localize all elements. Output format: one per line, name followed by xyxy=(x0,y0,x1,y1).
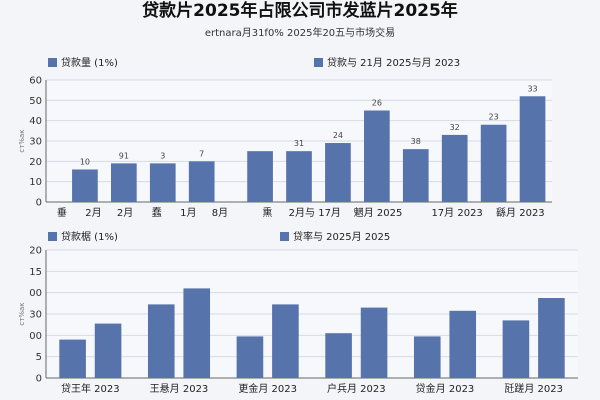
bar xyxy=(538,298,565,378)
legend-swatch xyxy=(280,232,289,241)
legend-swatch xyxy=(48,58,57,67)
x-tick-label: 贷王年 2023 xyxy=(61,382,120,395)
x-tick-label: 2月 xyxy=(117,207,133,219)
x-tick-label: 2月 xyxy=(85,207,101,219)
bar xyxy=(188,161,215,202)
x-tick-label: 王悬月 2023 xyxy=(150,383,209,395)
y-axis-unit: ст%ак xyxy=(18,129,26,152)
bar xyxy=(360,307,388,378)
y-tick-label: 30 xyxy=(29,137,42,148)
bar xyxy=(94,323,122,378)
data-label: 33 xyxy=(527,84,537,93)
x-tick-label: 熏 xyxy=(262,207,272,219)
bar xyxy=(519,96,546,202)
bar xyxy=(441,134,468,202)
x-tick-label: 蠢 xyxy=(152,206,162,219)
y-tick-label: 10 xyxy=(29,177,42,188)
y-tick-label: 5 xyxy=(36,352,42,363)
bar xyxy=(286,151,312,202)
legend-label: 贷率与 2025月 2025 xyxy=(293,230,390,243)
bar xyxy=(413,336,441,378)
y-tick-label: 15 xyxy=(29,267,42,278)
data-label: 31 xyxy=(294,139,304,148)
chart-title: 贷款片2025年占限公司市发蓝片2025年 xyxy=(142,1,458,21)
y-tick-label: 0 xyxy=(36,198,42,209)
x-tick-label: 魍月 2025 xyxy=(354,206,403,219)
x-tick-label: 户兵月 2023 xyxy=(327,382,386,395)
legend-label: 贷款与 21月 2025与月 2023 xyxy=(327,56,460,69)
y-tick-label: 20 xyxy=(29,246,42,257)
bar xyxy=(325,333,352,378)
bar xyxy=(236,336,264,378)
chart-subtitle: ertnara月31f0% 2025年20五与市场交易 xyxy=(204,28,396,39)
bar xyxy=(247,151,273,202)
bar xyxy=(272,304,299,378)
data-label: 32 xyxy=(450,123,460,132)
y-tick-label: 00 xyxy=(29,331,42,342)
bar xyxy=(147,304,175,378)
x-tick-label: 8月 xyxy=(212,207,228,219)
bar xyxy=(183,288,211,378)
legend-label: 贷款椐 (1%) xyxy=(61,230,118,243)
y-tick-label: 50 xyxy=(29,96,42,107)
y-tick-label: 30 xyxy=(29,310,42,321)
y-tick-label: 60 xyxy=(29,76,42,87)
x-tick-label: 瓩蹉月 2023 xyxy=(504,382,563,395)
bar xyxy=(402,149,429,202)
data-label: 23 xyxy=(489,113,499,122)
y-axis-unit: ст%ак xyxy=(18,302,26,325)
x-tick-label: 2月与 17月 xyxy=(289,207,341,219)
x-tick-label: 1月 xyxy=(180,207,196,219)
data-label: 24 xyxy=(333,131,343,140)
y-tick-label: 40 xyxy=(29,116,42,127)
y-tick-label: 0 xyxy=(36,374,42,385)
x-tick-label: 17月 2023 xyxy=(431,207,482,219)
data-label: 38 xyxy=(411,137,421,146)
bar xyxy=(502,320,530,378)
bar xyxy=(111,163,137,202)
legend-swatch xyxy=(48,232,57,241)
legend-swatch xyxy=(314,58,323,67)
bar xyxy=(325,143,351,202)
x-tick-label: 贷金月 2023 xyxy=(416,382,475,395)
x-tick-label: 繇月 2023 xyxy=(496,207,545,219)
bar xyxy=(364,110,390,202)
y-tick-label: 00 xyxy=(29,288,42,299)
x-tick-label: 垂 xyxy=(57,207,67,219)
x-tick-label: 更金月 2023 xyxy=(238,382,297,395)
data-label: 91 xyxy=(119,151,129,160)
bar xyxy=(72,169,98,202)
bar xyxy=(59,339,86,378)
data-label: 10 xyxy=(80,157,90,166)
y-tick-label: 20 xyxy=(29,157,42,168)
legend-label: 贷款量 (1%) xyxy=(61,56,118,69)
data-label: 7 xyxy=(199,149,204,158)
data-label: 26 xyxy=(372,99,382,108)
bar xyxy=(149,163,176,202)
bar xyxy=(480,124,507,202)
data-label: 3 xyxy=(160,151,165,160)
bar xyxy=(449,310,477,378)
